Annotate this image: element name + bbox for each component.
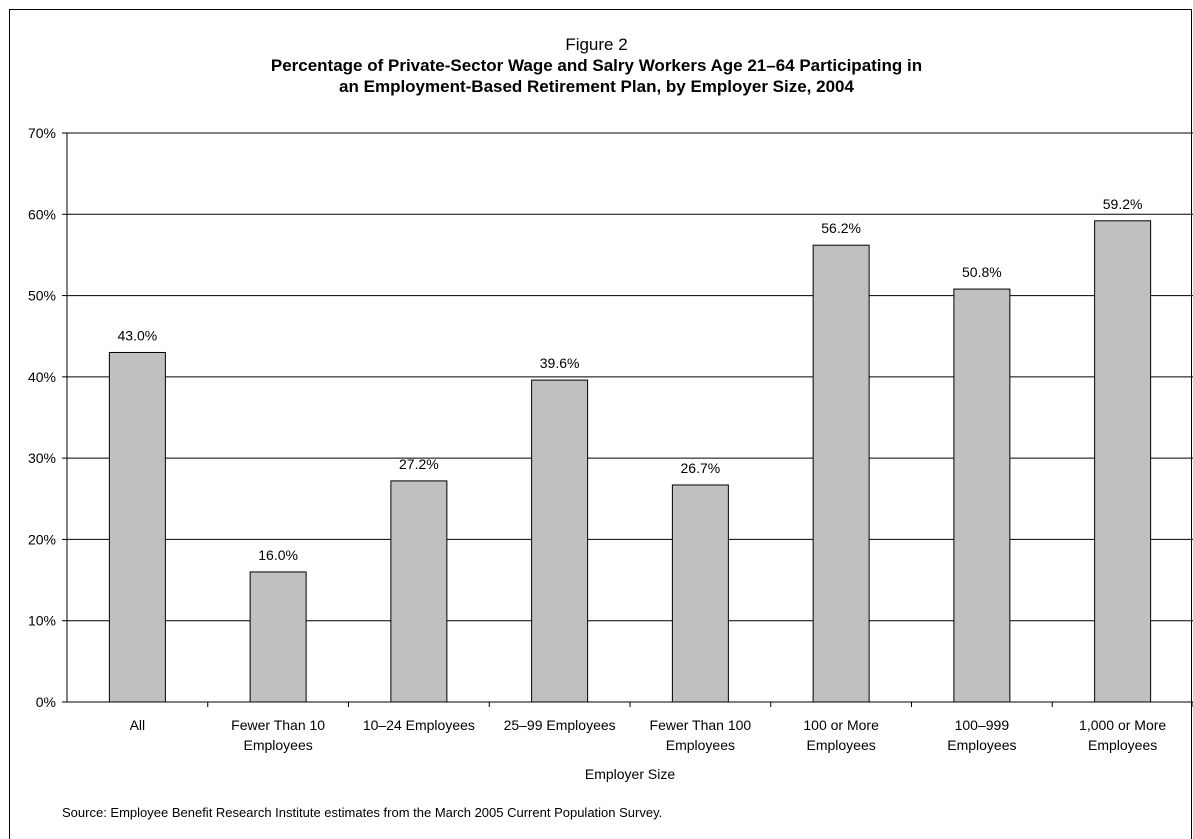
x-tick-label: 10–24 Employees xyxy=(363,717,475,733)
y-tick-label: 40% xyxy=(28,369,56,385)
figure-frame xyxy=(9,9,1192,839)
x-tick-label: Employees xyxy=(947,737,1016,753)
x-tick-label: All xyxy=(130,717,146,733)
x-tick-label: Employees xyxy=(666,737,735,753)
y-tick-label: 60% xyxy=(28,206,56,222)
y-tick-label: 30% xyxy=(28,450,56,466)
bar xyxy=(1094,220,1152,703)
bar xyxy=(249,571,307,703)
source-note: Source: Employee Benefit Research Instit… xyxy=(62,805,663,820)
x-tick-label: 100–999 xyxy=(955,717,1010,733)
x-axis-title: Employer Size xyxy=(585,766,675,782)
bar xyxy=(812,244,870,703)
bar xyxy=(953,288,1011,703)
figure-label: Figure 2 xyxy=(565,35,628,54)
data-label: 26.7% xyxy=(681,460,721,476)
data-label: 59.2% xyxy=(1103,196,1143,212)
chart-title-line-2: an Employment-Based Retirement Plan, by … xyxy=(339,77,854,96)
chart-title-line-1: Percentage of Private-Sector Wage and Sa… xyxy=(270,56,923,75)
x-tick-label: Fewer Than 100 xyxy=(650,717,752,733)
y-tick-label: 10% xyxy=(28,613,56,629)
x-tick-label: 100 or More xyxy=(803,717,879,733)
data-label: 27.2% xyxy=(399,456,439,472)
bar xyxy=(108,351,166,703)
bar xyxy=(671,484,729,703)
data-label: 16.0% xyxy=(258,547,298,563)
x-tick-label: Employees xyxy=(1088,737,1157,753)
x-tick-label: 25–99 Employees xyxy=(504,717,616,733)
y-tick-label: 0% xyxy=(36,694,56,710)
data-label: 43.0% xyxy=(118,327,158,343)
data-label: 39.6% xyxy=(540,355,580,371)
bar-chart: 0% 10% 20% 30% 40% 50% 60% 70% 43.0% All 16.0% Fewe… xyxy=(28,125,1193,782)
data-label: 50.8% xyxy=(962,264,1002,280)
x-tick-label: Employees xyxy=(243,737,312,753)
x-tick-label: 1,000 or More xyxy=(1079,717,1166,733)
x-tick-label: Fewer Than 10 xyxy=(231,717,325,733)
bar xyxy=(390,480,448,703)
x-tick-label: Employees xyxy=(806,737,875,753)
y-tick-label: 70% xyxy=(28,125,56,141)
data-label: 56.2% xyxy=(821,220,861,236)
y-tick-label: 20% xyxy=(28,531,56,547)
bar xyxy=(531,379,589,703)
y-tick-label: 50% xyxy=(28,288,56,304)
